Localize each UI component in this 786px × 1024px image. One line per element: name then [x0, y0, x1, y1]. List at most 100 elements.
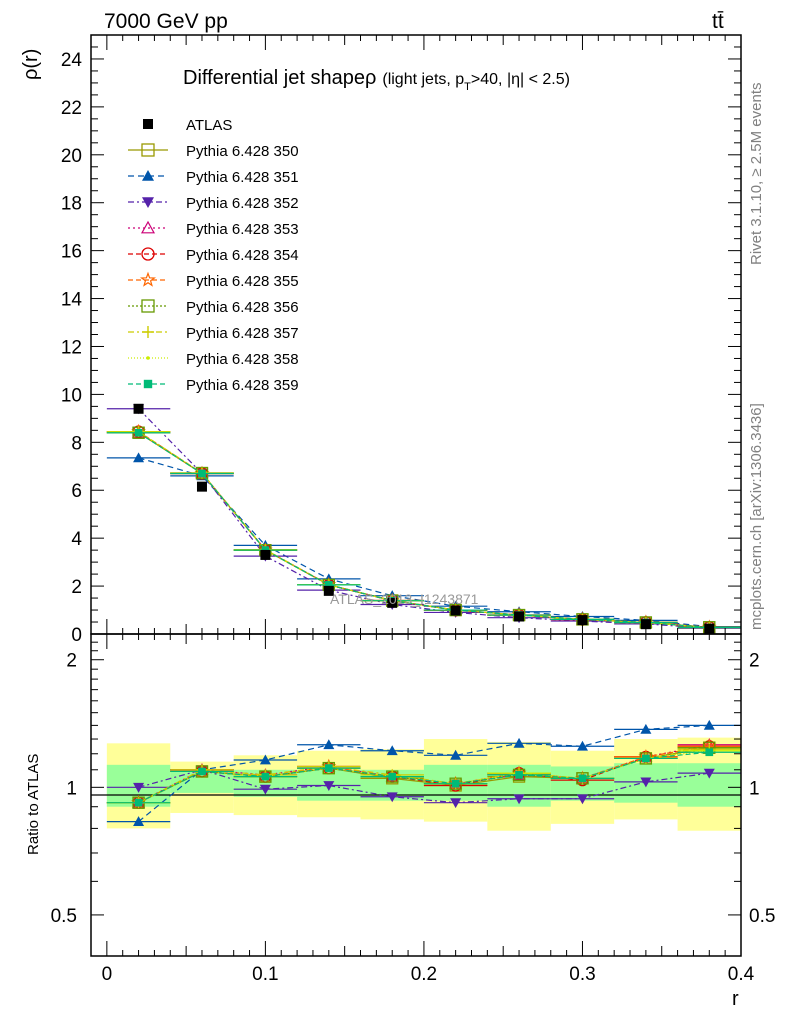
legend-label: Pythia 6.428 354 [186, 247, 299, 264]
data-point [260, 549, 271, 560]
legend-marker [142, 170, 154, 181]
ratio-marker [259, 784, 271, 795]
data-point [514, 611, 525, 622]
x-tick-label: 0.2 [411, 964, 437, 985]
legend-label: Pythia 6.428 351 [186, 169, 299, 186]
legend-label: Pythia 6.428 357 [186, 325, 299, 342]
data-point [387, 597, 398, 608]
ratio-plot: 0 0.1 0.2 0.3 0.4 0.5 0.5 1 1 2 2 Ratio to ATLAS r [25, 633, 775, 1010]
legend-marker [143, 379, 153, 389]
legend: ATLAS Pythia 6.428 350 Pythia 6.428 351 Pyt… [128, 117, 299, 394]
legend-marker [143, 119, 153, 129]
main-y-tick-label: 16 [61, 242, 82, 263]
ratio-ylabel: Ratio to ATLAS [25, 754, 42, 855]
main-y-tick-label: 0 [71, 625, 82, 646]
x-tick-label: 0 [102, 964, 113, 985]
legend-marker [140, 220, 156, 234]
main-y-tick-label: 24 [61, 50, 83, 71]
ratio-series-10 [106, 748, 741, 807]
ratio-marker [324, 764, 333, 772]
legend-label: Pythia 6.428 355 [186, 273, 299, 290]
ratio-marker [134, 798, 143, 807]
ratio-marker [703, 719, 715, 730]
legend-label: Pythia 6.428 359 [186, 377, 299, 394]
ratio-marker [323, 739, 335, 750]
ratio-marker [513, 794, 525, 805]
legend-label: Pythia 6.428 353 [186, 221, 299, 238]
rivet-label: Rivet 3.1.10, ≥ 2.5M events [748, 83, 765, 266]
main-y-tick-label: 14 [61, 290, 83, 311]
ratio-marker [261, 772, 270, 781]
main-y-tick-label: 2 [71, 577, 82, 598]
ratio-marker [386, 745, 398, 756]
title-sub-b: >40, |η| < 2.5) [471, 71, 570, 88]
ratio-line [138, 750, 710, 804]
legend-marker [141, 299, 155, 313]
ratio-marker [386, 792, 398, 803]
ratio-marker [578, 774, 587, 783]
main-y-tick-label: 20 [61, 146, 82, 167]
main-y-tick-label: 8 [71, 433, 82, 454]
main-y-tick-label: 10 [61, 385, 82, 406]
legend-label: Pythia 6.428 358 [186, 351, 299, 368]
header-left: 7000 GeV pp [104, 10, 228, 33]
header-right: tt̄ [712, 10, 724, 33]
title-main: Differential jet shape [183, 67, 365, 89]
ratio-y-tick-label: 0.5 [51, 906, 77, 927]
series-marker [133, 452, 145, 463]
series-marker [324, 581, 333, 589]
ratio-marker [515, 771, 523, 779]
ratio-marker [323, 781, 335, 791]
ratio-marker [640, 777, 652, 788]
ratio-series-3 [106, 765, 741, 809]
main-y-tick-label: 22 [61, 98, 82, 119]
title-sub-a: (light jets, p [382, 71, 464, 88]
series-line [138, 432, 710, 629]
watermark: ATLAS_2013_I1243871 [330, 591, 479, 607]
title-rho: ρ [365, 67, 376, 89]
ratio-series-layer [106, 719, 741, 827]
legend-label: ATLAS [186, 117, 232, 134]
data-point [640, 619, 651, 630]
band-inner [170, 769, 234, 793]
mcplots-label: mcplots.cern.ch [arXiv:1306.3436] [748, 403, 765, 630]
legend-marker [140, 271, 156, 287]
ratio-y-tick-label-right: 1 [749, 778, 760, 799]
title-sub-T: T [464, 81, 471, 93]
ratio-marker [133, 816, 145, 827]
ratio-line [138, 745, 710, 804]
ratio-series-2 [106, 719, 741, 827]
x-tick-label: 0.3 [569, 964, 595, 985]
main-y-tick-label: 12 [61, 337, 82, 358]
ratio-axes: 0 0.1 0.2 0.3 0.4 0.5 0.5 1 1 2 2 [51, 634, 775, 985]
legend-marker [141, 247, 155, 261]
ratio-marker [450, 798, 462, 809]
svg-text:Differential jet shapeρ(light: Differential jet shapeρ (light jets, pT>4… [183, 67, 570, 93]
ratio-marker [576, 740, 588, 751]
ratio-marker [703, 768, 715, 779]
ratio-marker [640, 723, 652, 734]
ratio-marker [198, 767, 206, 776]
ratio-marker [259, 754, 271, 765]
main-y-tick-label: 18 [61, 194, 82, 215]
data-point [450, 605, 461, 616]
legend-marker [146, 356, 150, 360]
legend-label: Pythia 6.428 352 [186, 195, 299, 212]
data-point [133, 403, 144, 414]
ratio-line [138, 724, 710, 823]
legend-marker [142, 197, 154, 208]
data-point [196, 481, 207, 492]
data-point [323, 585, 334, 596]
series-line [138, 457, 710, 628]
ratio-line [138, 769, 710, 804]
main-ylabel: ρ(r) [20, 49, 42, 80]
x-tick-label: 0.1 [252, 964, 278, 985]
ratio-y-tick-label-right: 2 [749, 651, 760, 672]
ratio-y-tick-label-right: 0.5 [749, 906, 775, 927]
main-y-tick-label: 4 [71, 529, 82, 550]
ratio-y-tick-label: 1 [66, 778, 77, 799]
legend-marker [142, 326, 154, 338]
